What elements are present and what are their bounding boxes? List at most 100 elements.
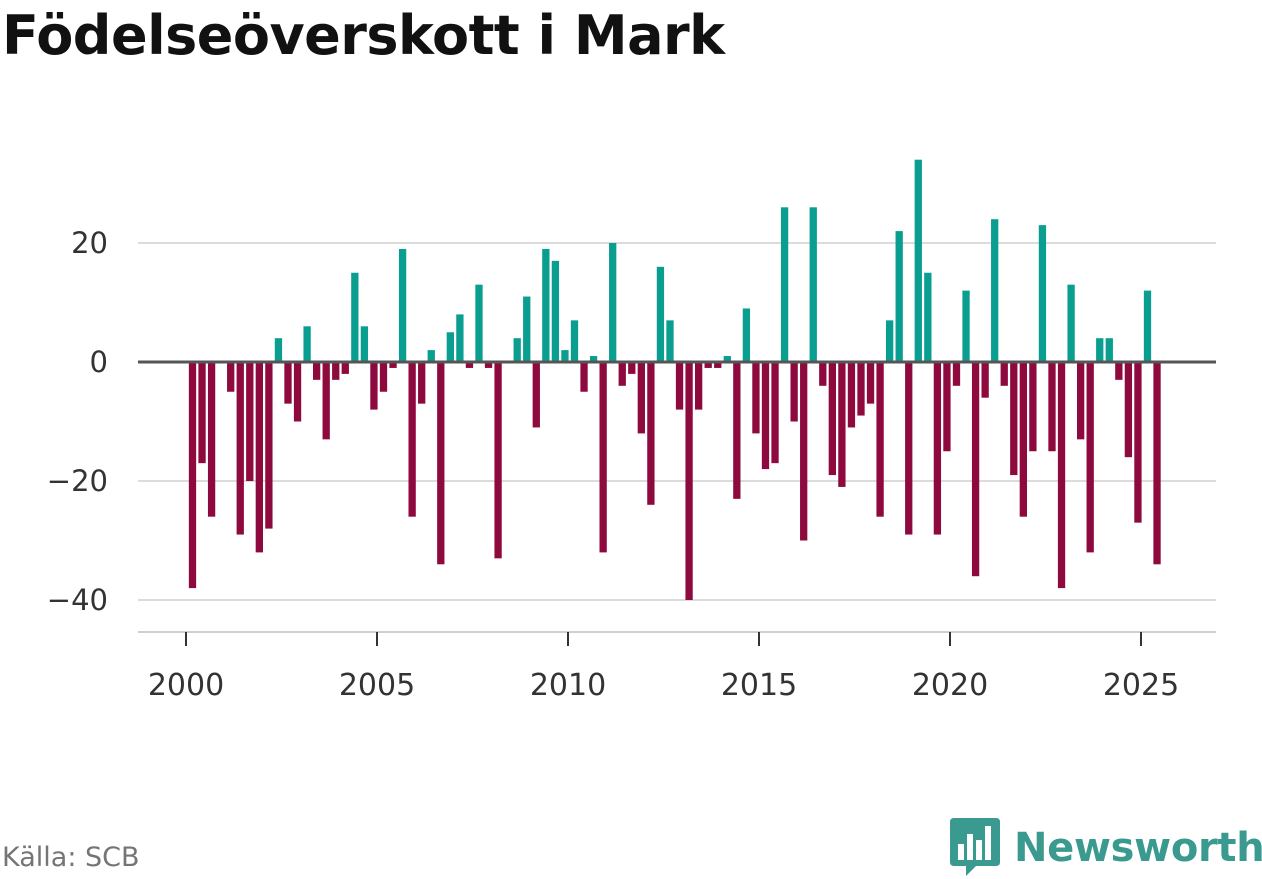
bar-negative xyxy=(599,362,607,553)
bar-negative xyxy=(408,362,416,517)
bar-negative xyxy=(207,362,216,517)
x-tick-label: 2015 xyxy=(721,668,797,703)
bar-negative xyxy=(1086,362,1094,553)
y-tick-label: 20 xyxy=(71,226,108,260)
bar-positive xyxy=(513,338,521,362)
bar-negative xyxy=(800,362,808,541)
x-axis: 2000 2005 2010 2015 2020 2025 xyxy=(138,631,1216,703)
bar-negative xyxy=(828,362,836,476)
bar-positive xyxy=(991,219,999,362)
bar-negative xyxy=(418,362,426,404)
bar-negative xyxy=(1134,362,1142,523)
logo-bars-icon xyxy=(950,818,1000,876)
x-tick-label: 2005 xyxy=(339,668,415,703)
bar-positive xyxy=(895,231,903,362)
bar-negative xyxy=(847,362,856,428)
bar-positive xyxy=(1038,225,1047,362)
bar-negative xyxy=(752,362,760,434)
bar-positive xyxy=(398,248,407,362)
x-tick-label: 2020 xyxy=(912,668,988,703)
bar-negative xyxy=(943,362,951,452)
bar-negative xyxy=(933,362,942,535)
bar-negative xyxy=(236,362,244,535)
gridlines xyxy=(138,242,1216,601)
bar-negative xyxy=(1019,362,1027,517)
bar-positive xyxy=(523,296,531,362)
bar-chart: 20 0 −20 −40 2000 2005 2010 2015 2020 2025 xyxy=(47,159,1216,703)
bar-positive xyxy=(962,290,970,362)
bar-negative xyxy=(227,362,235,392)
bar-negative xyxy=(341,362,349,374)
bar-positive xyxy=(561,350,569,362)
bar-positive xyxy=(914,159,922,362)
bar-positive xyxy=(885,320,894,362)
bar-positive xyxy=(427,350,435,362)
brand-name: Newsworthy xyxy=(1014,825,1262,871)
bar-negative xyxy=(437,362,445,565)
bar-negative xyxy=(866,362,875,404)
bar-positive xyxy=(1096,338,1104,362)
bar-positive xyxy=(360,326,369,362)
bars xyxy=(188,159,1161,600)
x-tick-label: 2000 xyxy=(148,668,224,703)
bar-negative xyxy=(1000,362,1008,386)
bar-positive xyxy=(609,243,617,362)
bar-negative xyxy=(1076,362,1085,440)
bar-negative xyxy=(580,362,588,392)
bar-positive xyxy=(274,338,283,362)
bar-negative xyxy=(694,362,703,410)
bar-negative xyxy=(246,362,254,481)
bar-positive xyxy=(551,260,560,362)
bar-positive xyxy=(351,272,359,362)
bar-negative xyxy=(284,362,292,404)
bar-negative xyxy=(905,362,913,535)
bar-negative xyxy=(370,362,378,410)
bar-negative xyxy=(838,362,846,487)
bar-positive xyxy=(303,326,311,362)
bar-negative xyxy=(265,362,273,529)
newsworthy-logo: Newsworthy xyxy=(950,818,1262,878)
bar-negative xyxy=(1124,362,1133,458)
bar-positive xyxy=(456,314,464,362)
bar-positive xyxy=(666,320,674,362)
x-tick-label: 2010 xyxy=(530,668,606,703)
bar-negative xyxy=(971,362,980,577)
bar-positive xyxy=(742,308,751,362)
bar-negative xyxy=(484,362,493,368)
y-tick-label: −40 xyxy=(47,583,108,617)
bar-negative xyxy=(637,362,645,434)
bar-negative xyxy=(332,362,340,380)
bar-negative xyxy=(1115,362,1123,380)
bar-negative xyxy=(322,362,330,440)
bar-negative xyxy=(771,362,779,464)
bar-positive xyxy=(589,356,598,362)
bar-negative xyxy=(685,362,693,600)
bar-negative xyxy=(198,362,206,464)
bar-positive xyxy=(1067,284,1075,362)
bar-negative xyxy=(714,362,722,368)
bar-negative xyxy=(704,362,712,368)
bar-positive xyxy=(475,284,483,362)
bar-negative xyxy=(628,362,636,374)
bar-negative xyxy=(293,362,302,422)
bar-positive xyxy=(924,272,932,362)
bar-negative xyxy=(876,362,884,517)
bar-negative xyxy=(981,362,989,398)
bar-negative xyxy=(312,362,321,380)
bar-negative xyxy=(255,362,263,553)
bar-positive xyxy=(780,207,789,362)
bar-positive xyxy=(656,266,665,362)
y-tick-label: 0 xyxy=(90,345,108,379)
y-axis-labels: 20 0 −20 −40 xyxy=(47,226,108,617)
bar-negative xyxy=(647,362,655,505)
bar-negative xyxy=(857,362,865,416)
bar-negative xyxy=(494,362,502,559)
bar-positive xyxy=(1105,338,1113,362)
bar-negative xyxy=(819,362,827,386)
bar-negative xyxy=(618,362,626,386)
y-tick-label: −20 xyxy=(47,464,108,498)
bar-negative xyxy=(379,362,388,392)
bar-positive xyxy=(542,248,550,362)
bar-positive xyxy=(1143,290,1152,362)
x-tick-label: 2025 xyxy=(1103,668,1179,703)
